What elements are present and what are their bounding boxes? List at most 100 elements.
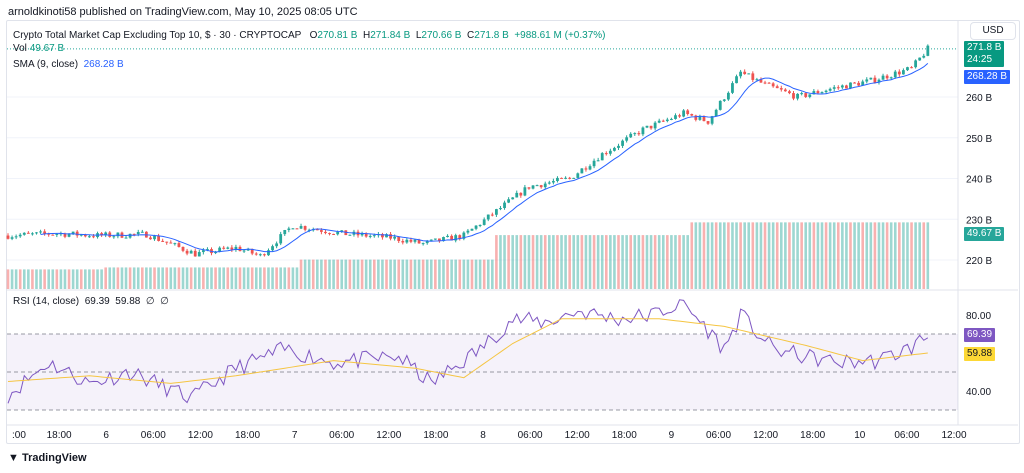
volume-bar (792, 222, 795, 289)
candle-body (222, 247, 226, 249)
volume-bar (670, 235, 673, 289)
volume-bar (283, 267, 287, 289)
time-tick-label: 12:00 (188, 430, 213, 441)
volume-bar (63, 269, 67, 289)
candle-body (206, 249, 209, 251)
candle-body (14, 236, 18, 238)
volume-bar (307, 259, 311, 289)
volume-bar (340, 259, 344, 289)
candle-body (18, 234, 22, 237)
volume-bar (731, 222, 734, 289)
brand-name: TradingView (21, 452, 87, 464)
candle-body (922, 55, 926, 58)
publish-info: arnoldkinoti58 published on TradingView.… (8, 6, 358, 18)
tradingview-logo[interactable]: ▼ TradingView (8, 452, 87, 464)
candle-body (397, 236, 401, 242)
candle-body (714, 109, 718, 117)
candle-body (897, 71, 901, 75)
candle-body (706, 121, 710, 124)
volume-bar (747, 222, 751, 289)
rsi-ma-value: 59.88 (115, 296, 141, 307)
candle-body (926, 45, 930, 56)
volume-bar (397, 259, 401, 289)
volume-bar (27, 269, 30, 289)
candle-body (470, 228, 474, 231)
time-tick-label: 18:00 (800, 430, 825, 441)
candle-body (88, 236, 91, 238)
time-tick-label: 12:00 (376, 430, 401, 441)
candle-body (124, 237, 128, 239)
volume-bar (633, 235, 637, 289)
volume-bar (617, 235, 620, 289)
sma-label[interactable]: SMA (9, close) (13, 59, 79, 70)
candle-body (185, 250, 189, 254)
volume-bar (820, 222, 824, 289)
candle-body (718, 100, 722, 110)
candle-body (722, 99, 726, 101)
price-tick-label: 260 B (966, 93, 992, 104)
vol-label[interactable]: Vol (13, 43, 27, 54)
volume-bar (535, 235, 539, 289)
candle-body (710, 116, 714, 124)
volume-bar (254, 267, 258, 289)
volume-bar (328, 259, 331, 289)
symbol-title[interactable]: Crypto Total Market Cap Excluding Top 10… (13, 30, 302, 41)
volume-bar (299, 259, 303, 289)
volume-bar (250, 267, 254, 289)
candle-body (665, 119, 669, 122)
candle-body (804, 93, 808, 97)
candle-body (250, 248, 254, 254)
candle-body (307, 229, 311, 231)
volume-bar (161, 267, 164, 289)
candle-body (26, 232, 30, 234)
candle-body (486, 214, 490, 220)
chart-frame[interactable] (6, 20, 1020, 444)
candle-body (315, 229, 319, 231)
volume-bar (303, 259, 307, 289)
candle-body (254, 253, 258, 255)
volume-bar (181, 267, 185, 289)
open-label: O (309, 30, 318, 41)
volume-bar (552, 235, 555, 289)
candle-body (877, 79, 881, 83)
candle-body (165, 241, 169, 243)
volume-bar (824, 222, 828, 289)
volume-bar (775, 222, 779, 289)
volume-bar (486, 259, 490, 289)
time-tick-label: 12:00 (941, 430, 966, 441)
candle-body (283, 230, 287, 235)
volume-bar (193, 267, 197, 289)
volume-bar (474, 259, 478, 289)
rsi-extra-1: ∅ (145, 296, 155, 307)
volume-bar (267, 267, 270, 289)
volume-bar (812, 222, 816, 289)
rsi-label[interactable]: RSI (14, close) (13, 296, 80, 307)
volume-bar (417, 259, 421, 289)
volume-bar (22, 269, 26, 289)
candle-body (169, 242, 173, 244)
volume-bar (6, 269, 10, 289)
volume-bar (519, 235, 523, 289)
volume-bar (210, 267, 213, 289)
candle-body (592, 160, 596, 167)
volume-bar (157, 267, 160, 289)
currency-button[interactable]: USD (970, 22, 1016, 40)
volume-bar (100, 269, 103, 289)
volume-bar (893, 222, 897, 289)
volume-bar (588, 235, 592, 289)
candle-body (324, 231, 327, 234)
volume-bar (128, 267, 132, 289)
volume-bar (629, 235, 633, 289)
volume-bar (873, 222, 877, 289)
volume-bar (898, 222, 901, 289)
candle-body (181, 246, 185, 251)
candle-body (450, 235, 454, 241)
volume-bar (413, 259, 417, 289)
volume-bar (625, 235, 628, 289)
volume-bar (206, 267, 209, 289)
change-value: +988.61 M (+0.37%) (514, 30, 606, 41)
volume-bar (246, 267, 250, 289)
volume-bar (88, 269, 91, 289)
volume-bar (197, 267, 201, 289)
